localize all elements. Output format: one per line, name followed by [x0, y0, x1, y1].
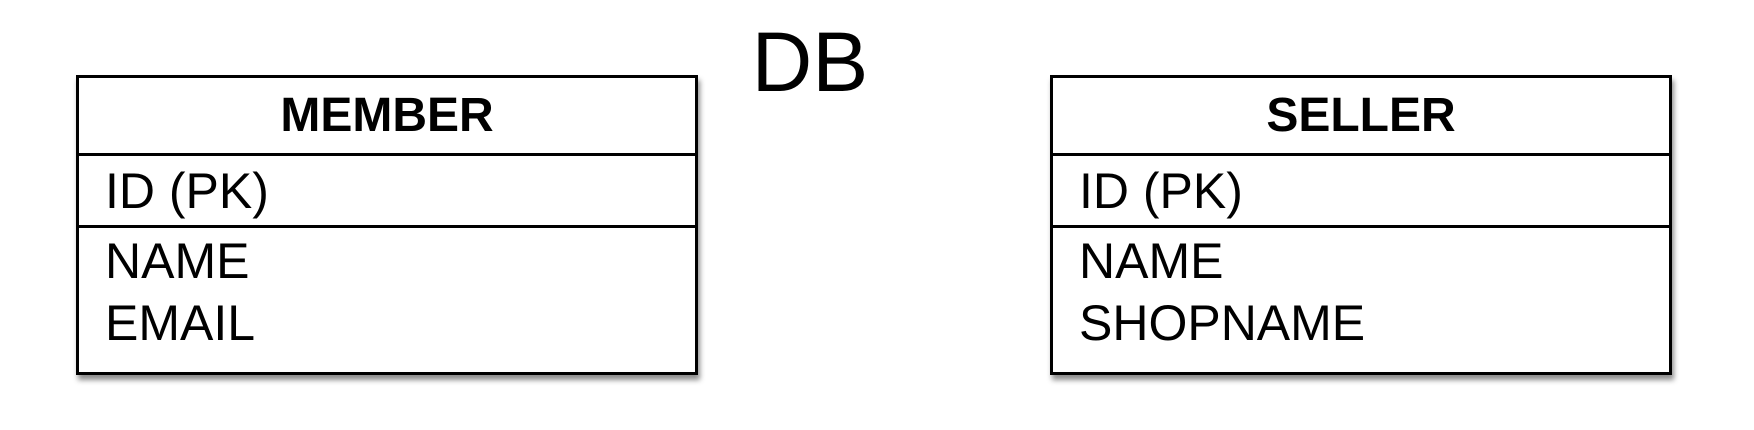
diagram-title: DB — [751, 15, 869, 109]
entity-seller: SELLER ID (PK) NAME SHOPNAME — [1050, 75, 1672, 375]
entity-attributes: NAME EMAIL — [79, 228, 695, 354]
entity-attribute: NAME — [1079, 233, 1224, 289]
entity-name: SELLER — [1053, 78, 1669, 156]
entity-attribute: NAME — [105, 233, 250, 289]
entity-member: MEMBER ID (PK) NAME EMAIL — [76, 75, 698, 375]
entity-primary-key: ID (PK) — [79, 156, 695, 228]
entity-primary-key: ID (PK) — [1053, 156, 1669, 228]
entity-attribute: EMAIL — [105, 295, 256, 351]
entity-name: MEMBER — [79, 78, 695, 156]
entity-attribute: SHOPNAME — [1079, 295, 1366, 351]
entity-attributes: NAME SHOPNAME — [1053, 228, 1669, 354]
